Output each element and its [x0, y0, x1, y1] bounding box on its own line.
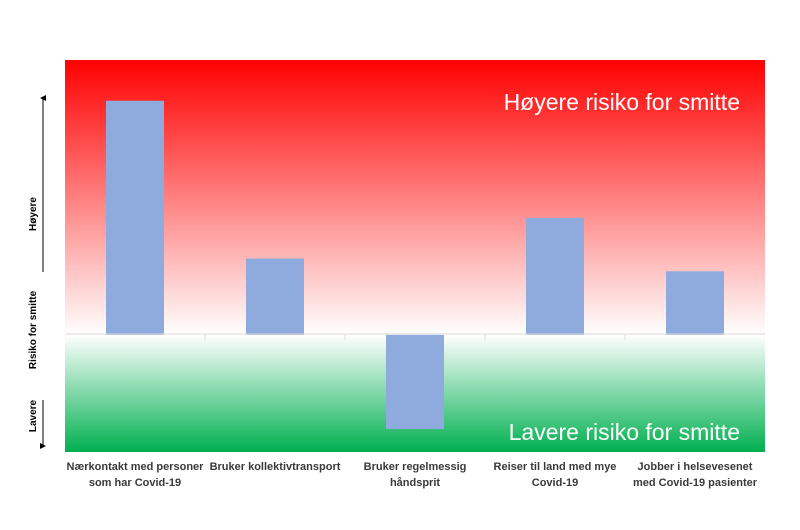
category-label-2: Bruker kollektivtransport [209, 461, 341, 473]
category-label-3: Bruker regelmessig håndsprit [363, 461, 467, 489]
high-band-label: Høyere risiko for smitte [504, 89, 740, 115]
y-label-upper: Høyere [28, 197, 39, 231]
category-label-4: Reiser til land med mye Covid-19 [493, 461, 617, 489]
bar-5 [666, 271, 724, 335]
bar-series [106, 100, 724, 430]
bar-2 [246, 258, 304, 335]
high-risk-band [65, 60, 765, 335]
bar-3 [386, 334, 444, 430]
y-label-main: Risiko for smitte [28, 290, 39, 369]
y-label-lower: Lavere [28, 399, 39, 432]
low-band-label: Lavere risiko for smitte [509, 419, 740, 445]
bar-1 [106, 100, 164, 335]
bar-4 [526, 217, 584, 335]
category-label-1: Nærkontakt med personer som har Covid-19 [66, 461, 204, 489]
category-label-5: Jobber i helsevesenet med Covid-19 pasie… [632, 461, 758, 489]
category-ticks [204, 334, 626, 340]
